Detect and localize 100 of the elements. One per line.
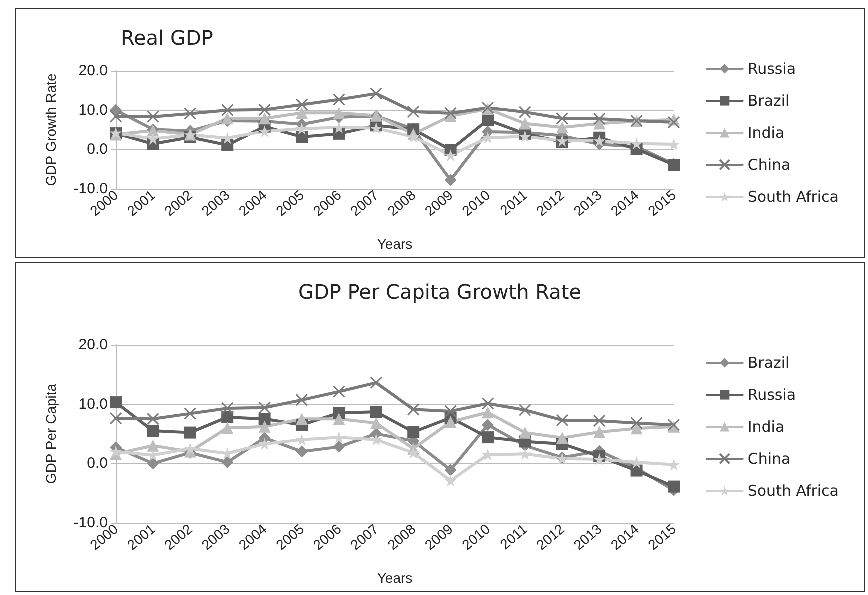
point	[370, 417, 382, 430]
point	[258, 420, 271, 433]
point	[594, 426, 606, 438]
point	[332, 93, 346, 106]
chart-title: Real GDP	[121, 26, 214, 50]
point	[518, 106, 532, 119]
y-tick-label: 20.0	[78, 62, 108, 80]
point	[444, 405, 458, 418]
point	[519, 118, 532, 130]
point	[332, 386, 346, 398]
point	[556, 432, 568, 444]
x-axis-title: Years	[377, 236, 413, 252]
point	[444, 107, 458, 120]
point	[594, 135, 606, 148]
point	[408, 446, 420, 459]
point	[482, 406, 494, 419]
point	[668, 116, 680, 129]
point	[444, 474, 457, 487]
point	[258, 104, 272, 116]
point	[518, 404, 532, 417]
y-tick-label: 20.0	[78, 336, 108, 354]
point	[556, 414, 569, 427]
point	[110, 446, 122, 458]
point	[370, 376, 383, 390]
point	[258, 402, 272, 414]
point	[668, 480, 680, 493]
point	[519, 426, 532, 439]
point	[333, 107, 346, 120]
point	[333, 432, 346, 444]
point	[630, 138, 643, 150]
point	[147, 133, 160, 146]
point	[146, 412, 160, 426]
point	[630, 417, 644, 430]
point	[593, 112, 606, 126]
point	[110, 412, 122, 425]
point	[184, 108, 197, 120]
point	[370, 88, 383, 100]
point	[630, 464, 643, 477]
y-axis-title: GDP Growth Rate	[43, 74, 59, 186]
point	[556, 122, 568, 134]
point	[221, 402, 234, 415]
y-axis-title: GDP Per Capita	[43, 384, 59, 484]
point	[184, 426, 196, 439]
point	[482, 432, 494, 444]
point	[556, 112, 569, 125]
point	[296, 413, 308, 426]
point	[333, 122, 346, 134]
legend-label: Russia	[748, 60, 796, 78]
point	[296, 131, 308, 144]
point	[408, 426, 420, 438]
legend-label: South Africa	[748, 188, 840, 206]
point	[407, 403, 420, 416]
legend-label: China	[748, 156, 791, 174]
point	[296, 98, 308, 112]
point	[146, 110, 160, 124]
point	[296, 446, 308, 458]
point	[296, 122, 308, 135]
point	[296, 107, 308, 120]
point	[333, 413, 346, 426]
legend-label: Russia	[748, 386, 796, 404]
point	[593, 414, 606, 428]
point	[482, 419, 494, 432]
point	[221, 104, 234, 117]
point	[110, 110, 122, 123]
chart-title: GDP Per Capita Growth Rate	[298, 280, 582, 304]
point	[147, 425, 160, 438]
point	[482, 114, 494, 126]
legend-label: Brazil	[748, 354, 790, 372]
point	[222, 422, 234, 434]
point	[184, 442, 196, 455]
legend-label: India	[748, 124, 785, 142]
point	[594, 454, 606, 466]
legend-label: India	[748, 418, 785, 436]
point	[407, 106, 420, 118]
point	[258, 413, 271, 426]
y-tick-label: 10.0	[78, 396, 108, 413]
point	[482, 132, 494, 144]
y-tick-label: 0.0	[87, 141, 108, 158]
point	[444, 416, 457, 428]
point	[370, 122, 382, 134]
point	[147, 440, 160, 452]
point	[258, 126, 271, 138]
point	[222, 456, 234, 468]
point	[482, 397, 494, 410]
point	[408, 131, 420, 144]
point	[444, 150, 457, 162]
point	[444, 174, 457, 186]
point	[519, 130, 532, 143]
y-tick-label: 10.0	[78, 102, 108, 119]
point	[222, 411, 234, 424]
point	[296, 394, 308, 406]
point	[147, 458, 160, 470]
point	[333, 441, 346, 454]
point	[184, 408, 197, 420]
legend-label: South Africa	[748, 482, 840, 500]
point	[258, 112, 271, 125]
point	[519, 448, 532, 460]
legend-label: Brazil	[748, 92, 790, 110]
point	[110, 396, 122, 409]
x-axis-title: Years	[377, 570, 413, 586]
